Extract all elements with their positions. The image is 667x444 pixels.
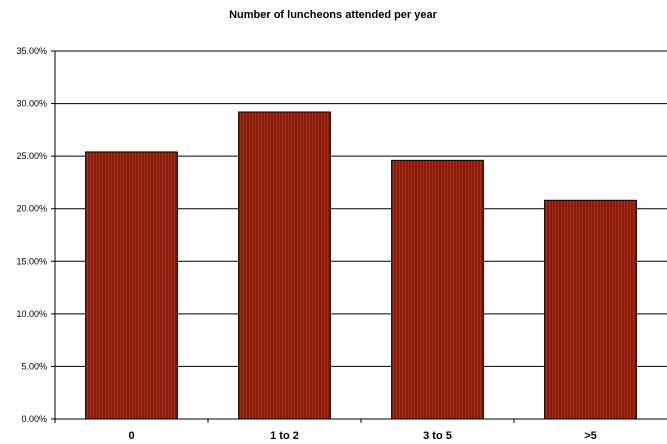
y-tick-label: 25.00% <box>16 151 47 161</box>
bars <box>85 111 637 420</box>
x-tick-label: 1 to 2 <box>270 430 299 442</box>
bar <box>544 199 637 420</box>
y-tick-label: 5.00% <box>21 361 47 371</box>
x-tick-label: 3 to 5 <box>423 430 452 442</box>
y-tick-label: 30.00% <box>16 99 47 109</box>
y-tick-labels: 0.00% 5.00% 10.00% 15.00% 20.00% 25.00% 30.00%… <box>16 46 47 424</box>
y-tick-label: 0.00% <box>21 414 47 424</box>
bar <box>238 111 331 420</box>
bar <box>391 159 484 420</box>
x-tick-labels: 0 1 to 2 3 to 5 >5 <box>128 430 596 442</box>
bar <box>85 151 178 420</box>
y-tick-label: 10.00% <box>16 309 47 319</box>
y-tick-label: 20.00% <box>16 204 47 214</box>
x-tick-label: 0 <box>128 430 134 442</box>
y-tick-label: 35.00% <box>16 46 47 56</box>
x-tick-label: >5 <box>584 430 597 442</box>
chart-title: Number of luncheons attended per year <box>229 9 438 21</box>
axes <box>51 50 667 423</box>
y-tick-label: 15.00% <box>16 256 47 266</box>
